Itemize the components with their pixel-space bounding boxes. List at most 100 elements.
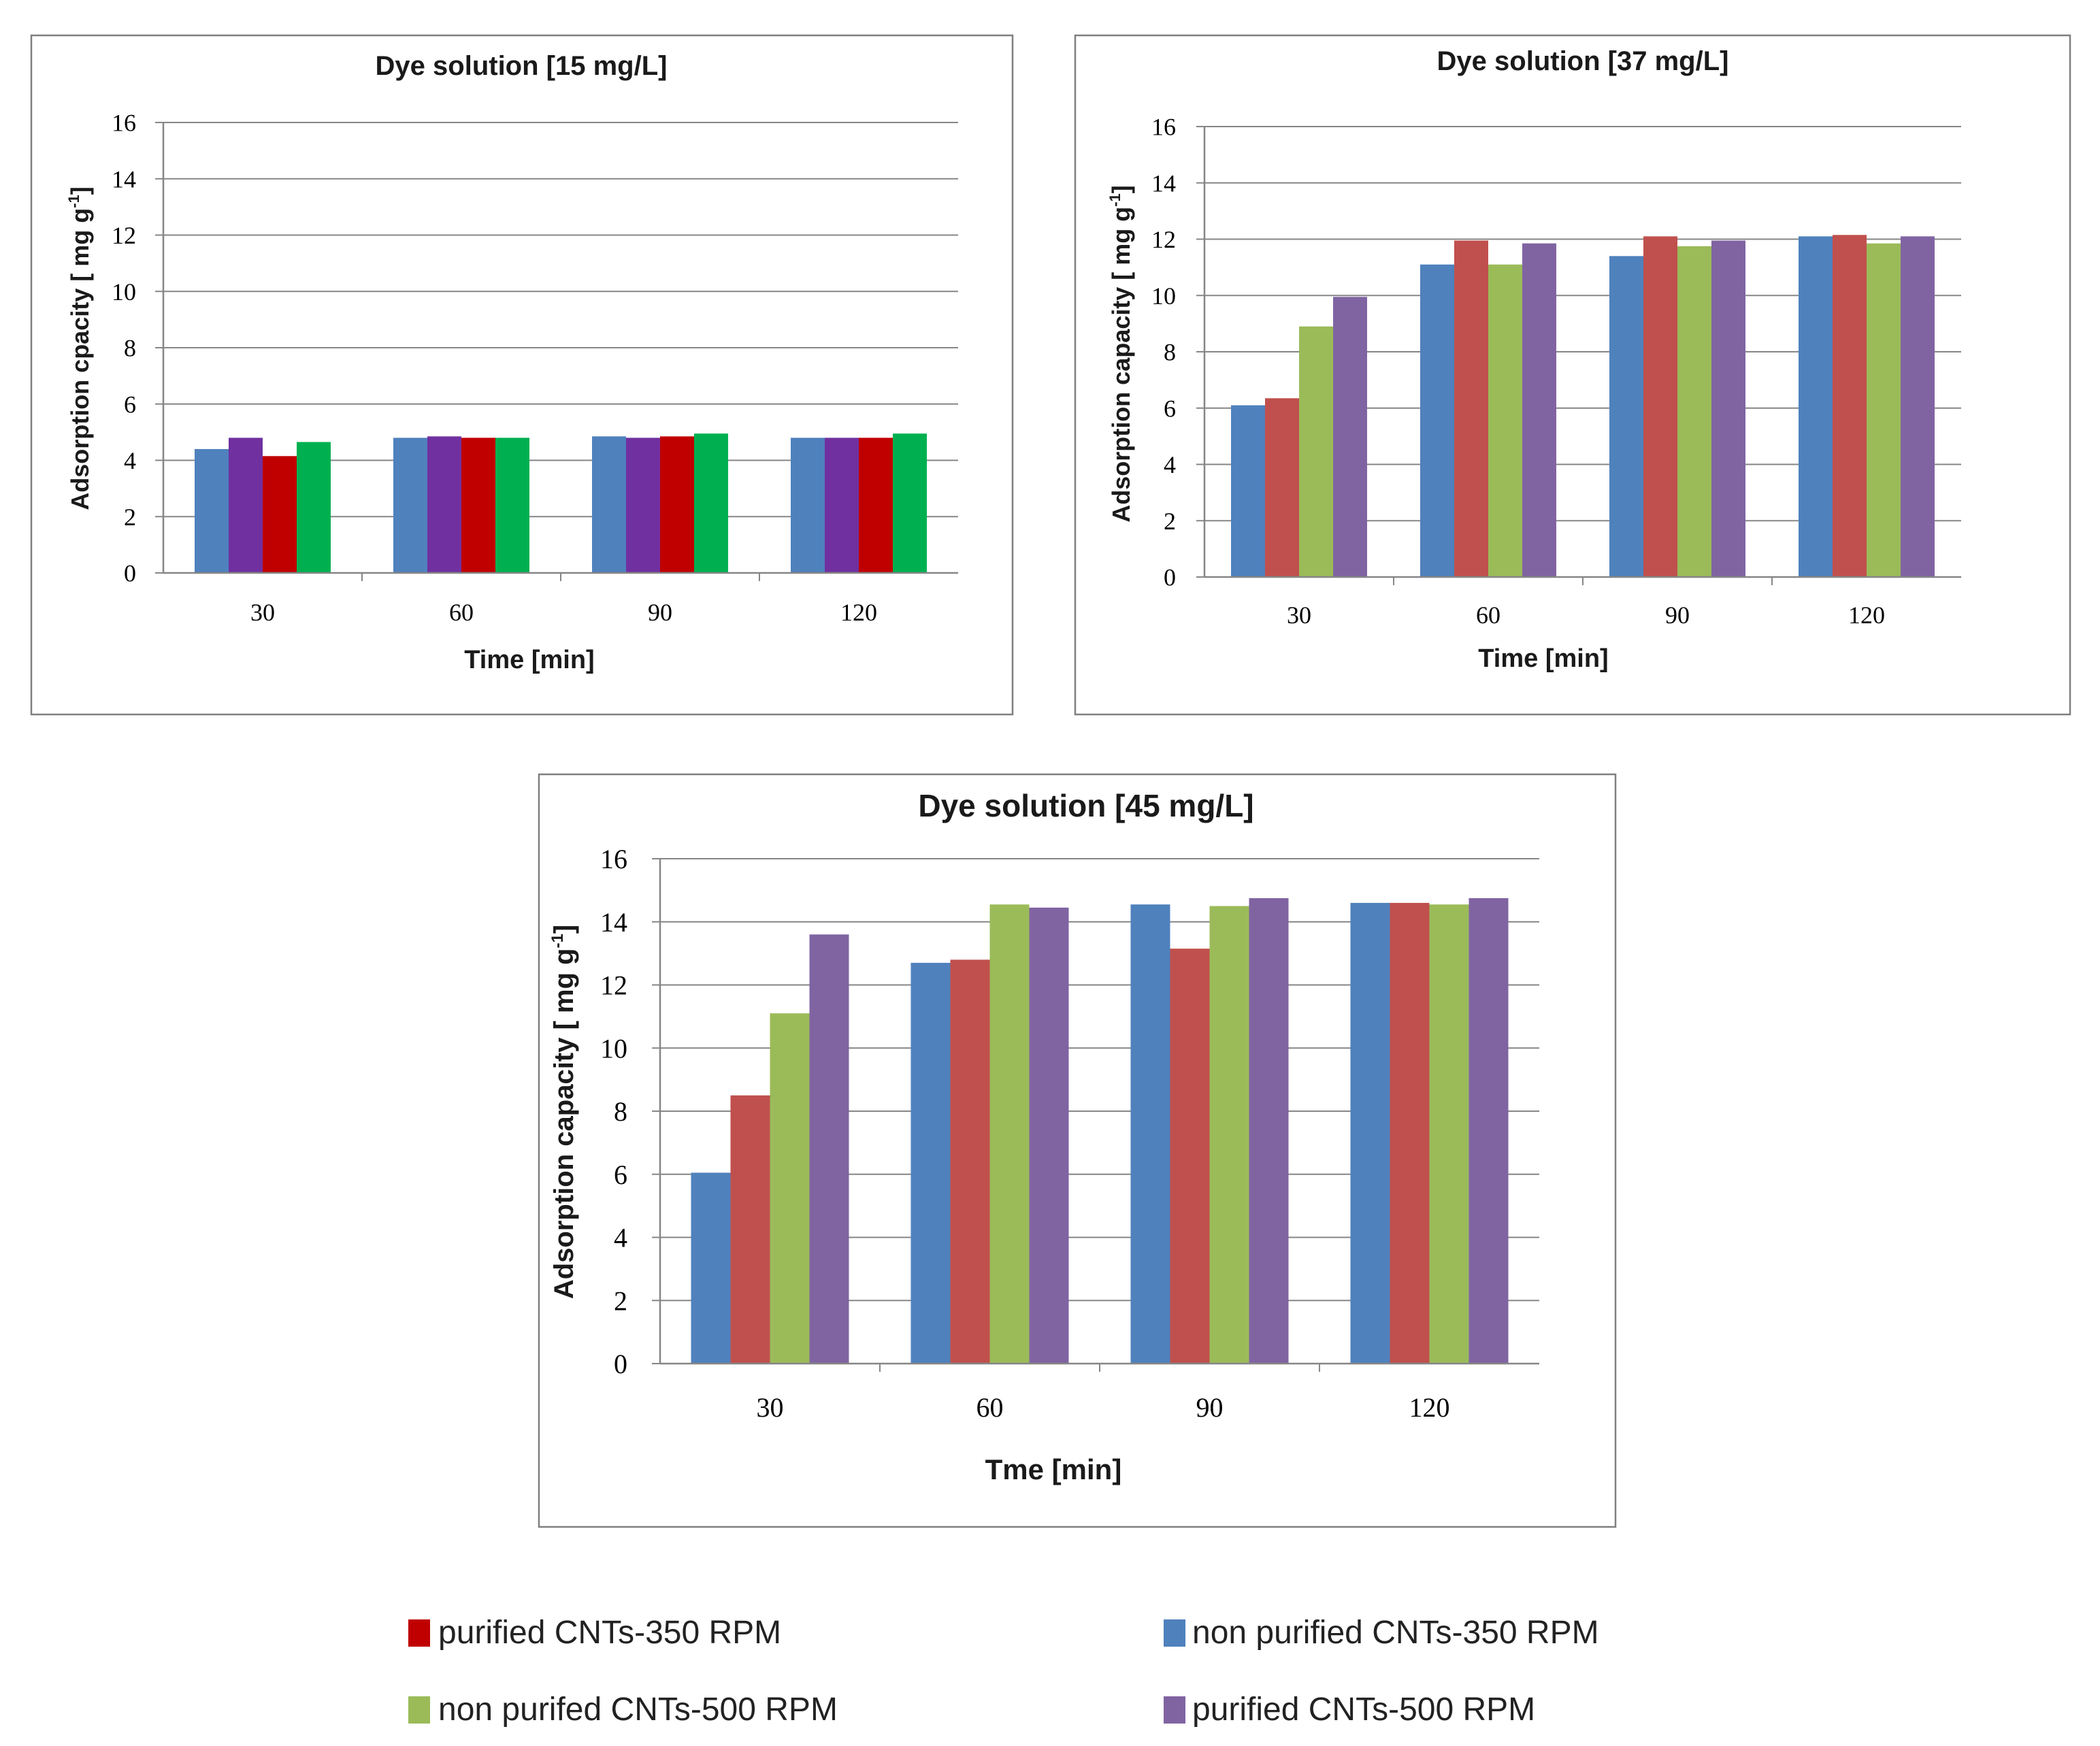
chart-45mgl-bar-60-s2: [989, 904, 1030, 1364]
chart-15mgl-ylabel-main: Adsorption cpacity [ mg g: [66, 208, 94, 510]
chart-15mgl-xtick-label-60: 60: [449, 599, 474, 626]
legend-swatch-nonpurified-500: [408, 1696, 430, 1724]
legend-swatch-purified-350: [408, 1619, 430, 1647]
chart-15mgl-bar-30-s3: [297, 442, 331, 573]
chart-37mgl-xtick-label-60: 60: [1476, 602, 1500, 629]
chart-37mgl-bar-30-s3: [1333, 297, 1367, 577]
chart-15mgl-bar-90-s2: [660, 436, 694, 573]
chart-37mgl-xtick-label-90: 90: [1665, 602, 1690, 629]
chart-37mgl-ylabel-end: ]: [1107, 185, 1135, 193]
chart-45mgl-bar-90-s2: [1209, 906, 1249, 1364]
chart-45mgl-bar-120-s1: [1390, 902, 1430, 1364]
chart-37mgl-ytick-label-10: 10: [1151, 282, 1176, 310]
chart-15mgl-bar-60-s2: [461, 438, 495, 573]
legend-swatch-nonpurified-350: [1164, 1619, 1185, 1647]
chart-15mgl-bar-30-s1: [229, 438, 263, 573]
chart-15mgl-bar-90-s3: [694, 433, 728, 573]
chart-37mgl-bar-30-s1: [1265, 398, 1299, 577]
chart-45mgl-xlabel: Tme [min]: [985, 1453, 1122, 1485]
chart-37mgl-bar-120-s1: [1833, 235, 1867, 577]
chart-37mgl-ytick-label-2: 2: [1164, 508, 1176, 535]
chart-37mgl-xlabel: Time [min]: [1478, 644, 1608, 673]
chart-15mgl-bar-30-s0: [195, 448, 229, 573]
chart-37mgl-ytick-label-14: 14: [1151, 169, 1176, 197]
chart-37mgl-bar-30-s0: [1231, 405, 1265, 577]
chart-45mgl-ylabel-end: ]: [549, 925, 579, 934]
chart-37mgl-bar-120-s0: [1799, 236, 1833, 577]
chart-45mgl-bar-60-s0: [910, 963, 951, 1364]
chart-15mgl-ytick-label-2: 2: [124, 504, 136, 531]
chart-37mgl-ytick-label-12: 12: [1151, 226, 1176, 253]
chart-45mgl-xtick-label-90: 90: [1196, 1392, 1224, 1423]
chart-45mgl-bar-90-s1: [1170, 949, 1210, 1364]
chart-37mgl-ylabel: Adsorption capacity [ mg g-1]: [1106, 185, 1135, 523]
chart-45mgl-ytick-label-16: 16: [600, 844, 627, 874]
chart-45mgl-ylabel-sup: -1: [548, 934, 567, 948]
chart-15mgl-bar-120-s0: [791, 438, 825, 573]
chart-45mgl-ytick-label-10: 10: [600, 1033, 627, 1064]
chart-37mgl-bar-90-s2: [1677, 246, 1711, 577]
chart-15mgl-bar-120-s3: [893, 433, 927, 573]
chart-15mgl-ytick-label-10: 10: [112, 278, 136, 306]
chart-45mgl-bar-90-s0: [1130, 904, 1170, 1364]
chart-15mgl-xtick-label-90: 90: [648, 599, 672, 626]
legend-label-purified-350: purified CNTs-350 RPM: [438, 1615, 781, 1651]
chart-45mgl-bar-90-s3: [1249, 897, 1289, 1364]
chart-37mgl-bar-90-s1: [1643, 236, 1677, 577]
chart-15mgl-plot: 0 2 4 6 8 10 12 14 16 30 60 90 120: [112, 110, 958, 626]
legend-label-purified-500: purified CNTs-500 RPM: [1192, 1692, 1535, 1728]
chart-15mgl: Dye solution [15 mg/L] 0 2 4 6 8 10 12 14 16 30 60…: [30, 34, 1014, 716]
chart-37mgl-xtick-label-30: 30: [1287, 602, 1311, 629]
chart-15mgl-bar-60-s3: [495, 438, 529, 573]
chart-15mgl-ylabel: Adsorption cpacity [ mg g-1]: [65, 186, 94, 510]
chart-15mgl-ytick-label-14: 14: [112, 165, 136, 193]
chart-45mgl-bar-120-s2: [1429, 904, 1469, 1364]
chart-37mgl-ytick-label-8: 8: [1164, 339, 1176, 366]
chart-45mgl-xtick-label-60: 60: [977, 1392, 1004, 1423]
chart-45mgl-bar-30-s3: [809, 934, 849, 1364]
chart-45mgl-ytick-label-12: 12: [600, 970, 627, 1001]
chart-45mgl-ytick-label-8: 8: [614, 1096, 627, 1127]
chart-37mgl-bar-120-s3: [1901, 236, 1935, 577]
chart-37mgl-bar-90-s0: [1609, 256, 1643, 577]
chart-45mgl-ytick-label-4: 4: [614, 1223, 627, 1253]
chart-45mgl-bar-120-s3: [1469, 897, 1509, 1364]
legend-label-nonpurified-350: non purified CNTs-350 RPM: [1192, 1615, 1599, 1651]
chart-37mgl-ytick-label-16: 16: [1151, 114, 1176, 141]
legend: purified CNTs-350 RPM non purified CNTs-…: [408, 1615, 1599, 1728]
chart-37mgl-ytick-label-4: 4: [1164, 451, 1176, 478]
chart-45mgl-bar-30-s0: [691, 1172, 731, 1364]
chart-37mgl-ylabel-sup: -1: [1106, 193, 1123, 207]
chart-45mgl-bar-120-s0: [1350, 902, 1390, 1364]
chart-15mgl-bar-90-s1: [626, 438, 660, 573]
chart-37mgl-ytick-label-0: 0: [1164, 564, 1176, 591]
chart-45mgl-title: Dye solution [45 mg/L]: [918, 788, 1253, 823]
chart-15mgl-bar-90-s0: [592, 436, 626, 573]
chart-45mgl-ytick-label-14: 14: [600, 907, 627, 938]
chart-15mgl-ytick-label-6: 6: [124, 391, 136, 418]
legend-label-nonpurified-500: non purifed CNTs-500 RPM: [438, 1692, 838, 1728]
chart-15mgl-xtick-label-120: 120: [840, 599, 877, 626]
legend-swatch-purified-500: [1164, 1696, 1185, 1724]
chart-45mgl-plot: 0 2 4 6 8 10 12 14 16 30 60 90 120: [600, 844, 1539, 1423]
chart-15mgl-ytick-label-4: 4: [124, 447, 136, 474]
chart-45mgl-bar-60-s1: [950, 959, 990, 1364]
chart-15mgl-ytick-label-8: 8: [124, 335, 136, 362]
chart-37mgl-bar-60-s2: [1488, 264, 1522, 577]
chart-37mgl-bar-30-s2: [1299, 326, 1333, 577]
chart-15mgl-xlabel: Time [min]: [464, 646, 594, 674]
chart-15mgl-title: Dye solution [15 mg/L]: [376, 51, 668, 81]
chart-15mgl-ytick-label-0: 0: [124, 560, 136, 587]
chart-37mgl-bar-90-s3: [1711, 240, 1745, 577]
chart-45mgl-xtick-label-30: 30: [757, 1392, 784, 1423]
chart-37mgl-ytick-label-6: 6: [1164, 395, 1176, 422]
chart-37mgl-title: Dye solution [37 mg/L]: [1437, 46, 1729, 76]
chart-15mgl-bar-30-s2: [263, 456, 297, 573]
chart-15mgl-bar-120-s1: [825, 438, 859, 573]
chart-15mgl-bar-60-s0: [393, 438, 427, 573]
chart-15mgl-ylabel-sup: -1: [65, 195, 82, 208]
chart-37mgl-bar-60-s3: [1522, 243, 1556, 577]
chart-37mgl: Dye solution [37 mg/L] 0 2 4 6 8 10 12 14 16 30 60…: [1074, 34, 2071, 716]
chart-45mgl: Dye solution [45 mg/L] 0 2 4 6 8 10 12 14 16 30 60…: [538, 773, 1617, 1528]
chart-15mgl-bar-120-s2: [859, 438, 893, 573]
